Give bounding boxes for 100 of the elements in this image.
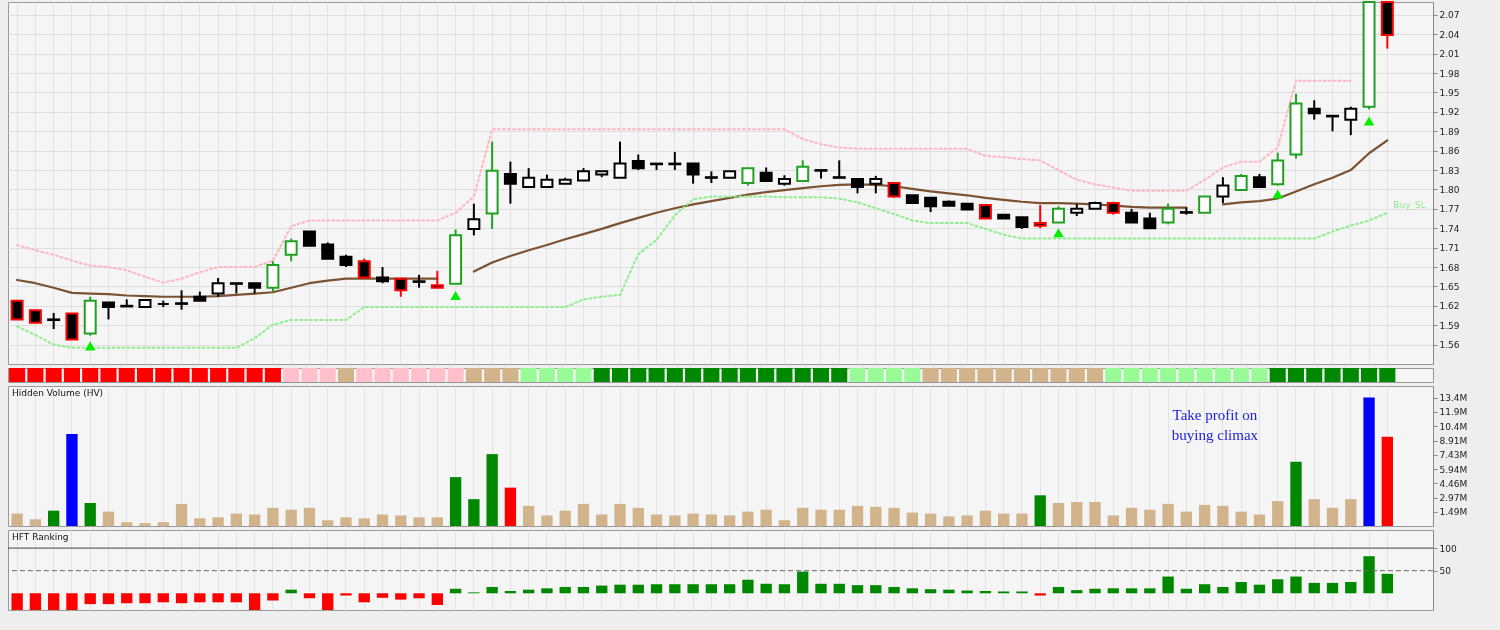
y-tick-label: 1.92 — [1439, 107, 1460, 118]
line-series — [16, 195, 1389, 349]
y-tick-label: 1.65 — [1439, 281, 1460, 292]
bar — [11, 513, 23, 526]
bar — [523, 505, 535, 526]
bar — [303, 507, 316, 526]
bar — [504, 487, 517, 526]
bar — [157, 593, 169, 603]
candlestick — [1216, 176, 1230, 205]
bar — [1162, 503, 1174, 526]
bar — [376, 514, 389, 526]
y-tick-label: 1.56 — [1439, 340, 1460, 351]
point — [1053, 228, 1064, 238]
bar — [48, 593, 60, 610]
bar — [778, 584, 791, 594]
bar — [1034, 593, 1046, 596]
bar — [468, 499, 480, 526]
bar — [358, 593, 370, 603]
bar — [998, 513, 1010, 526]
bar — [1162, 576, 1174, 594]
y-tick-label: 1.74 — [1439, 223, 1460, 234]
y-tick-label: 2.97M — [1439, 493, 1468, 504]
y-tick-label: 1.68 — [1439, 262, 1460, 273]
bar — [431, 593, 443, 606]
bar — [230, 593, 243, 603]
candlestick — [357, 257, 371, 279]
y-tick-label: 1.98 — [1439, 68, 1460, 79]
series-label: Buy_SL — [1393, 199, 1426, 210]
y-tick-label: 2.01 — [1439, 49, 1460, 60]
bar — [596, 514, 608, 526]
y-tick-label: 1.71 — [1439, 243, 1460, 254]
bar — [723, 515, 736, 526]
y-tick-label: 11.9M — [1439, 407, 1468, 418]
candlestick — [1271, 151, 1285, 187]
bar — [212, 593, 224, 603]
bar — [48, 510, 60, 526]
bar — [742, 511, 754, 526]
bar — [705, 584, 718, 594]
bar — [1272, 579, 1284, 594]
y-tick-label: 1.83 — [1439, 165, 1460, 176]
bar — [358, 518, 370, 526]
bar — [66, 593, 78, 610]
bar — [157, 522, 169, 526]
bar — [1107, 515, 1119, 526]
bar — [175, 503, 188, 526]
y-tick-label: 1.89 — [1439, 126, 1460, 137]
bar — [395, 515, 407, 526]
bar — [541, 588, 553, 594]
bar — [614, 584, 626, 594]
y-tick-label: 1.80 — [1439, 184, 1460, 195]
y-tick-label: 4.46M — [1439, 478, 1468, 489]
bar — [121, 593, 133, 604]
bar — [1089, 502, 1101, 526]
bar — [413, 593, 425, 599]
bar — [1290, 576, 1302, 594]
bar — [1308, 499, 1320, 526]
bar — [888, 586, 900, 594]
y-tick-label: 1.95 — [1439, 88, 1460, 98]
bar — [1144, 509, 1156, 526]
bar — [139, 523, 151, 526]
y-tick-label: 5.94M — [1439, 464, 1468, 475]
bar — [687, 584, 699, 594]
point — [84, 341, 96, 351]
bar — [1217, 586, 1229, 594]
bar — [84, 593, 96, 605]
y-tick-label: 2.07 — [1439, 10, 1460, 21]
bar — [303, 593, 316, 599]
bar — [322, 520, 334, 526]
bar — [742, 579, 754, 594]
bar — [669, 515, 681, 526]
bar — [924, 589, 937, 594]
bar — [376, 593, 389, 598]
candlestick — [686, 162, 700, 185]
bar — [705, 514, 718, 526]
y-tick-label: 7.43M — [1439, 450, 1468, 461]
bar — [833, 583, 845, 594]
bar — [870, 506, 882, 526]
candlestick — [1344, 105, 1358, 137]
bar — [650, 514, 663, 526]
bar — [1107, 588, 1119, 594]
bar — [1235, 581, 1247, 594]
bar — [1345, 581, 1357, 594]
y-tick-label: 100 — [1439, 543, 1457, 554]
bar — [577, 586, 590, 594]
y-tick-label: 1.49M — [1439, 507, 1468, 518]
bar — [1144, 588, 1156, 594]
bar — [230, 513, 243, 526]
bar — [1089, 588, 1101, 594]
bar — [669, 584, 681, 594]
bar — [906, 512, 918, 526]
bar — [340, 593, 352, 596]
bar — [285, 509, 297, 526]
bar — [1253, 584, 1266, 594]
bar — [194, 518, 206, 526]
annotation: Take profit on buying climax — [1171, 407, 1259, 443]
bar — [1198, 504, 1211, 526]
bar — [395, 593, 407, 600]
bar — [1381, 573, 1393, 594]
bar — [870, 585, 882, 594]
bar — [1071, 590, 1083, 594]
